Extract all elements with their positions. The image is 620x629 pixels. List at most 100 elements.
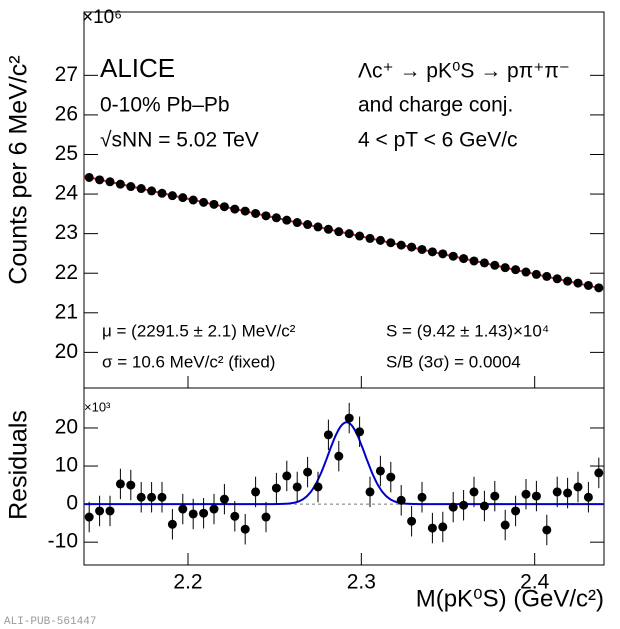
data-point (479, 258, 489, 268)
data-point (178, 193, 188, 203)
data-point (542, 271, 552, 281)
data-point (459, 500, 469, 510)
y-tick-label: 10 (55, 454, 78, 477)
data-point (500, 263, 510, 273)
data-point (438, 522, 448, 532)
data-point (105, 506, 115, 516)
annotation: S = (9.42 ± 1.43)×10⁴ (386, 321, 549, 340)
annotation: 0-10% Pb–Pb (100, 94, 230, 117)
data-point (282, 215, 292, 225)
x-tick-label: 2.3 (347, 571, 376, 594)
annotation: μ = (2291.5 ± 2.1) MeV/c² (102, 321, 296, 340)
data-point (531, 491, 541, 501)
data-point (147, 492, 157, 502)
x-tick-label: 2.2 (173, 571, 202, 594)
data-point (375, 466, 385, 476)
data-point (334, 451, 344, 461)
data-point (199, 197, 209, 207)
data-point (251, 487, 261, 497)
data-point (490, 491, 500, 501)
data-point (521, 489, 531, 499)
exponent: ×10⁶ (82, 7, 122, 28)
data-point (448, 251, 458, 261)
data-point (219, 202, 229, 212)
data-point (583, 492, 593, 502)
data-point (323, 224, 333, 234)
y-tick-label: 24 (55, 182, 79, 205)
data-point (84, 172, 94, 182)
data-point (136, 184, 146, 194)
data-point (344, 413, 354, 423)
data-point (563, 276, 573, 286)
data-point (282, 471, 292, 481)
data-point (490, 260, 500, 270)
data-point (188, 509, 198, 519)
data-point (563, 488, 573, 498)
y-tick-label: 27 (55, 63, 78, 86)
data-point (271, 213, 281, 223)
data-point (511, 506, 521, 516)
data-point (407, 516, 417, 526)
data-point (84, 512, 94, 522)
data-point (594, 468, 604, 478)
data-point (427, 247, 437, 257)
y-tick-label: 20 (55, 340, 78, 363)
data-point (95, 175, 105, 185)
data-point (178, 504, 188, 514)
data-point (167, 191, 177, 201)
data-point (115, 179, 125, 189)
data-point (313, 482, 323, 492)
data-point (500, 520, 510, 530)
data-point (479, 501, 489, 511)
y-tick-label: 20 (55, 416, 78, 439)
data-point (95, 506, 105, 516)
data-point (355, 231, 365, 241)
data-point (386, 238, 396, 248)
fit-curve (84, 421, 604, 506)
data-point (105, 177, 115, 187)
annotation: and charge conj. (358, 94, 513, 117)
data-point (552, 487, 562, 497)
data-point (417, 244, 427, 254)
data-point (292, 218, 302, 228)
data-point (521, 267, 531, 277)
annotation: Λc⁺ → pK⁰S → pπ⁺π⁻ (358, 60, 570, 83)
data-point (126, 182, 136, 192)
y-axis-label: Residuals (5, 410, 33, 520)
y-tick-label: 25 (55, 142, 78, 165)
data-point (157, 492, 167, 502)
data-point (209, 199, 219, 209)
data-point (365, 233, 375, 243)
data-point (573, 278, 583, 288)
data-point (396, 495, 406, 505)
x-tick-label: 2.4 (520, 571, 550, 594)
y-axis-label: Counts per 6 MeV/c² (5, 55, 33, 284)
y-tick-label: -10 (48, 530, 78, 553)
annotation: S/B (3σ) = 0.0004 (386, 352, 521, 371)
data-point (167, 519, 177, 529)
data-point (261, 211, 271, 221)
data-point (188, 195, 198, 205)
data-point (459, 254, 469, 264)
data-point (313, 222, 323, 232)
data-point (469, 487, 479, 497)
exponent: ×10³ (84, 399, 111, 414)
data-point (375, 235, 385, 245)
bottom-frame (83, 387, 605, 566)
data-point (230, 204, 240, 214)
data-point (240, 206, 250, 216)
data-point (531, 269, 541, 279)
data-point (136, 492, 146, 502)
data-point (386, 472, 396, 482)
data-point (365, 487, 375, 497)
data-point (573, 482, 583, 492)
y-tick-label: 21 (55, 300, 78, 323)
data-point (303, 467, 313, 477)
y-tick-label: 22 (55, 261, 78, 284)
data-point (199, 508, 209, 518)
watermark: ALI-PUB-561447 (4, 616, 96, 628)
annotation: σ = 10.6 MeV/c² (fixed) (102, 352, 275, 371)
data-point (251, 208, 261, 218)
data-point (344, 229, 354, 239)
